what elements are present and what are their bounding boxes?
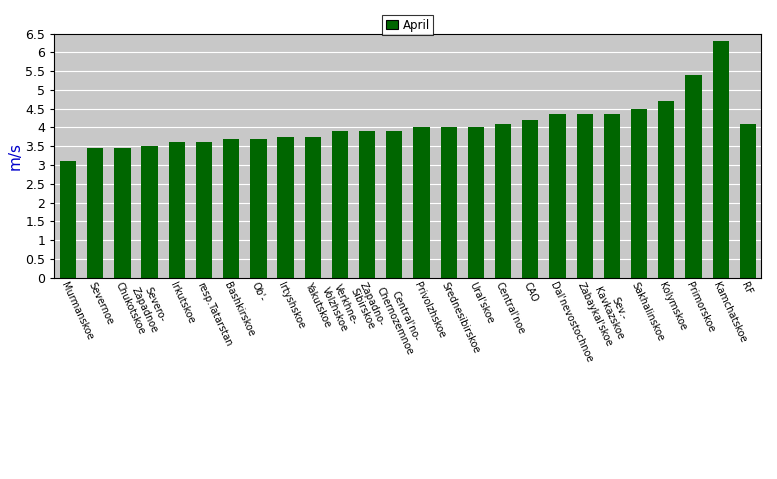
- Bar: [141, 146, 158, 278]
- Bar: [250, 139, 267, 278]
- Bar: [87, 148, 103, 278]
- Bar: [577, 114, 593, 278]
- Bar: [495, 124, 511, 278]
- Bar: [277, 137, 294, 278]
- Bar: [604, 114, 620, 278]
- Bar: [468, 127, 484, 278]
- Bar: [658, 101, 674, 278]
- Bar: [60, 161, 76, 278]
- Bar: [332, 131, 348, 278]
- Bar: [386, 131, 402, 278]
- Bar: [359, 131, 375, 278]
- Legend: April: April: [382, 15, 434, 35]
- Bar: [522, 120, 538, 278]
- Bar: [740, 124, 756, 278]
- Bar: [413, 127, 430, 278]
- Bar: [631, 109, 647, 278]
- Bar: [685, 75, 702, 278]
- Y-axis label: m/s: m/s: [8, 142, 23, 170]
- Bar: [196, 142, 212, 278]
- Bar: [169, 142, 185, 278]
- Bar: [223, 139, 239, 278]
- Bar: [713, 41, 729, 278]
- Bar: [441, 127, 457, 278]
- Bar: [549, 114, 566, 278]
- Bar: [305, 137, 321, 278]
- Bar: [114, 148, 131, 278]
